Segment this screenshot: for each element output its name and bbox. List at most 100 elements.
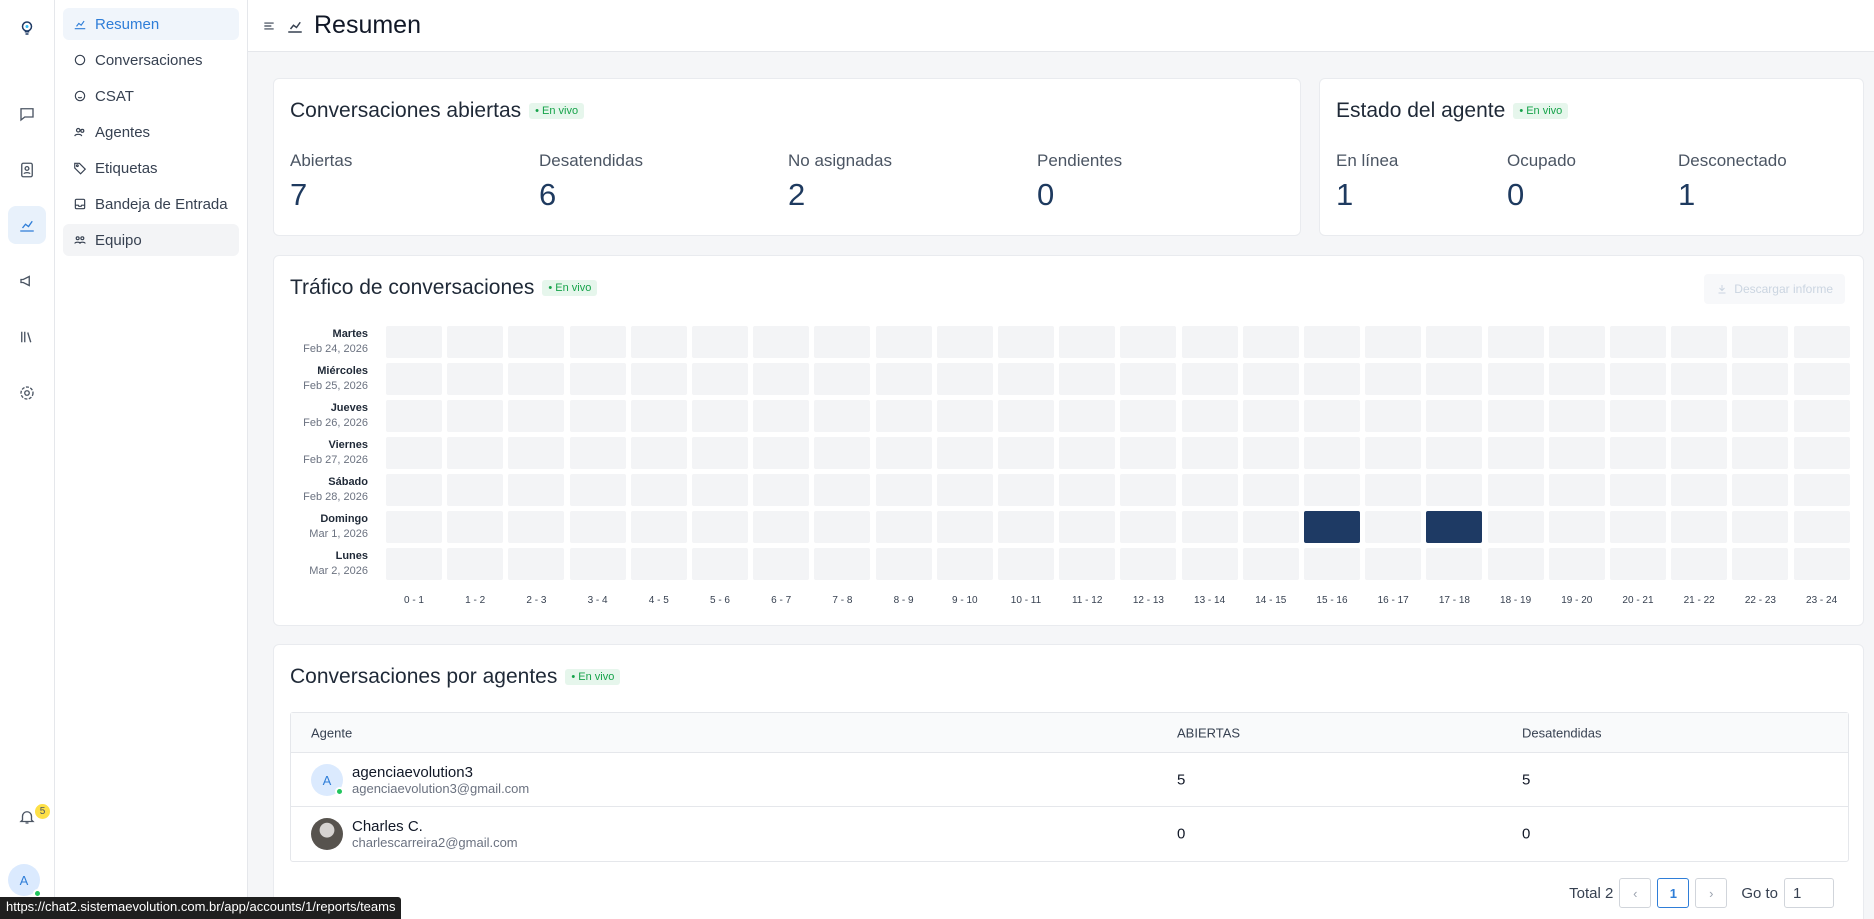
- heatmap-cell[interactable]: [447, 474, 504, 506]
- heatmap-cell[interactable]: [753, 326, 810, 358]
- heatmap-cell[interactable]: [386, 400, 442, 432]
- campaigns-nav-icon[interactable]: [8, 262, 46, 300]
- heatmap-cell[interactable]: [1610, 511, 1666, 543]
- heatmap-cell[interactable]: [1120, 326, 1177, 358]
- heatmap-cell[interactable]: [1548, 474, 1605, 506]
- heatmap-cell[interactable]: [1242, 548, 1299, 580]
- heatmap-cell[interactable]: [875, 437, 932, 469]
- heatmap-cell[interactable]: [1548, 400, 1605, 432]
- heatmap-cell[interactable]: [1671, 511, 1728, 543]
- page-button-current[interactable]: 1: [1657, 878, 1690, 908]
- subnav-item-etiquetas[interactable]: Etiquetas: [63, 152, 239, 184]
- heatmap-cell[interactable]: [1793, 437, 1850, 469]
- heatmap-cell[interactable]: [1120, 400, 1177, 432]
- heatmap-cell[interactable]: [1548, 363, 1605, 395]
- heatmap-cell[interactable]: [508, 474, 565, 506]
- heatmap-cell[interactable]: [1487, 326, 1544, 358]
- heatmap-cell[interactable]: [569, 400, 626, 432]
- heatmap-cell[interactable]: [1793, 363, 1850, 395]
- heatmap-cell[interactable]: [998, 511, 1054, 543]
- heatmap-cell[interactable]: [1426, 326, 1483, 358]
- heatmap-cell[interactable]: [1548, 511, 1605, 543]
- column-header-unattended[interactable]: Desatendidas: [1522, 725, 1602, 740]
- heatmap-cell[interactable]: [630, 511, 687, 543]
- heatmap-cell[interactable]: [1181, 437, 1238, 469]
- heatmap-cell[interactable]: [1548, 437, 1605, 469]
- heatmap-cell[interactable]: [1242, 363, 1299, 395]
- heatmap-cell[interactable]: [753, 548, 810, 580]
- heatmap-cell[interactable]: [1059, 548, 1116, 580]
- heatmap-cell[interactable]: [1365, 474, 1422, 506]
- subnav-item-resumen[interactable]: Resumen: [63, 8, 239, 40]
- heatmap-cell[interactable]: [630, 363, 687, 395]
- heatmap-cell[interactable]: [753, 474, 810, 506]
- heatmap-cell[interactable]: [1426, 511, 1483, 543]
- heatmap-cell[interactable]: [1304, 474, 1360, 506]
- heatmap-cell[interactable]: [814, 437, 871, 469]
- user-avatar[interactable]: A: [8, 864, 42, 898]
- heatmap-cell[interactable]: [753, 363, 810, 395]
- heatmap-cell[interactable]: [936, 511, 993, 543]
- heatmap-cell[interactable]: [1242, 474, 1299, 506]
- heatmap-cell[interactable]: [1426, 548, 1483, 580]
- heatmap-cell[interactable]: [875, 326, 932, 358]
- heatmap-cell[interactable]: [814, 548, 871, 580]
- subnav-item-equipo[interactable]: Equipo: [63, 224, 239, 256]
- contacts-nav-icon[interactable]: [8, 151, 46, 189]
- subnav-item-conversaciones[interactable]: Conversaciones: [63, 44, 239, 76]
- heatmap-cell[interactable]: [1059, 474, 1116, 506]
- heatmap-cell[interactable]: [692, 511, 748, 543]
- heatmap-cell[interactable]: [1732, 548, 1789, 580]
- heatmap-cell[interactable]: [1242, 511, 1299, 543]
- heatmap-cell[interactable]: [1610, 548, 1666, 580]
- heatmap-cell[interactable]: [1548, 548, 1605, 580]
- heatmap-cell[interactable]: [1426, 363, 1483, 395]
- heatmap-cell[interactable]: [1304, 511, 1360, 543]
- heatmap-cell[interactable]: [569, 363, 626, 395]
- heatmap-cell[interactable]: [1059, 363, 1116, 395]
- heatmap-cell[interactable]: [1059, 437, 1116, 469]
- heatmap-cell[interactable]: [386, 548, 442, 580]
- heatmap-cell[interactable]: [447, 326, 504, 358]
- heatmap-cell[interactable]: [1487, 400, 1544, 432]
- heatmap-cell[interactable]: [936, 326, 993, 358]
- heatmap-cell[interactable]: [998, 437, 1054, 469]
- heatmap-cell[interactable]: [692, 474, 748, 506]
- heatmap-cell[interactable]: [814, 400, 871, 432]
- heatmap-cell[interactable]: [692, 400, 748, 432]
- heatmap-cell[interactable]: [875, 474, 932, 506]
- heatmap-cell[interactable]: [447, 400, 504, 432]
- goto-page-input[interactable]: [1784, 878, 1834, 908]
- heatmap-cell[interactable]: [1304, 363, 1360, 395]
- heatmap-cell[interactable]: [1610, 363, 1666, 395]
- heatmap-cell[interactable]: [875, 400, 932, 432]
- notifications-bell-icon[interactable]: 5: [8, 798, 50, 836]
- conversations-nav-icon[interactable]: [8, 95, 46, 133]
- heatmap-cell[interactable]: [1242, 400, 1299, 432]
- heatmap-cell[interactable]: [814, 326, 871, 358]
- heatmap-cell[interactable]: [569, 511, 626, 543]
- heatmap-cell[interactable]: [1242, 437, 1299, 469]
- table-row[interactable]: A agenciaevolution3 agenciaevolution3@gm…: [291, 753, 1848, 807]
- heatmap-cell[interactable]: [692, 437, 748, 469]
- heatmap-cell[interactable]: [386, 363, 442, 395]
- heatmap-cell[interactable]: [936, 548, 993, 580]
- heatmap-cell[interactable]: [1793, 326, 1850, 358]
- heatmap-cell[interactable]: [1120, 437, 1177, 469]
- heatmap-cell[interactable]: [1120, 363, 1177, 395]
- heatmap-cell[interactable]: [814, 511, 871, 543]
- heatmap-cell[interactable]: [447, 548, 504, 580]
- settings-nav-icon[interactable]: [8, 374, 46, 412]
- heatmap-cell[interactable]: [1426, 437, 1483, 469]
- heatmap-cell[interactable]: [386, 437, 442, 469]
- heatmap-cell[interactable]: [1365, 437, 1422, 469]
- heatmap-cell[interactable]: [1365, 400, 1422, 432]
- heatmap-cell[interactable]: [1365, 326, 1422, 358]
- heatmap-cell[interactable]: [1059, 400, 1116, 432]
- heatmap-cell[interactable]: [1059, 511, 1116, 543]
- heatmap-cell[interactable]: [1304, 548, 1360, 580]
- next-page-button[interactable]: ›: [1695, 878, 1728, 908]
- heatmap-cell[interactable]: [1610, 400, 1666, 432]
- menu-toggle-icon[interactable]: [262, 19, 276, 33]
- heatmap-cell[interactable]: [1671, 400, 1728, 432]
